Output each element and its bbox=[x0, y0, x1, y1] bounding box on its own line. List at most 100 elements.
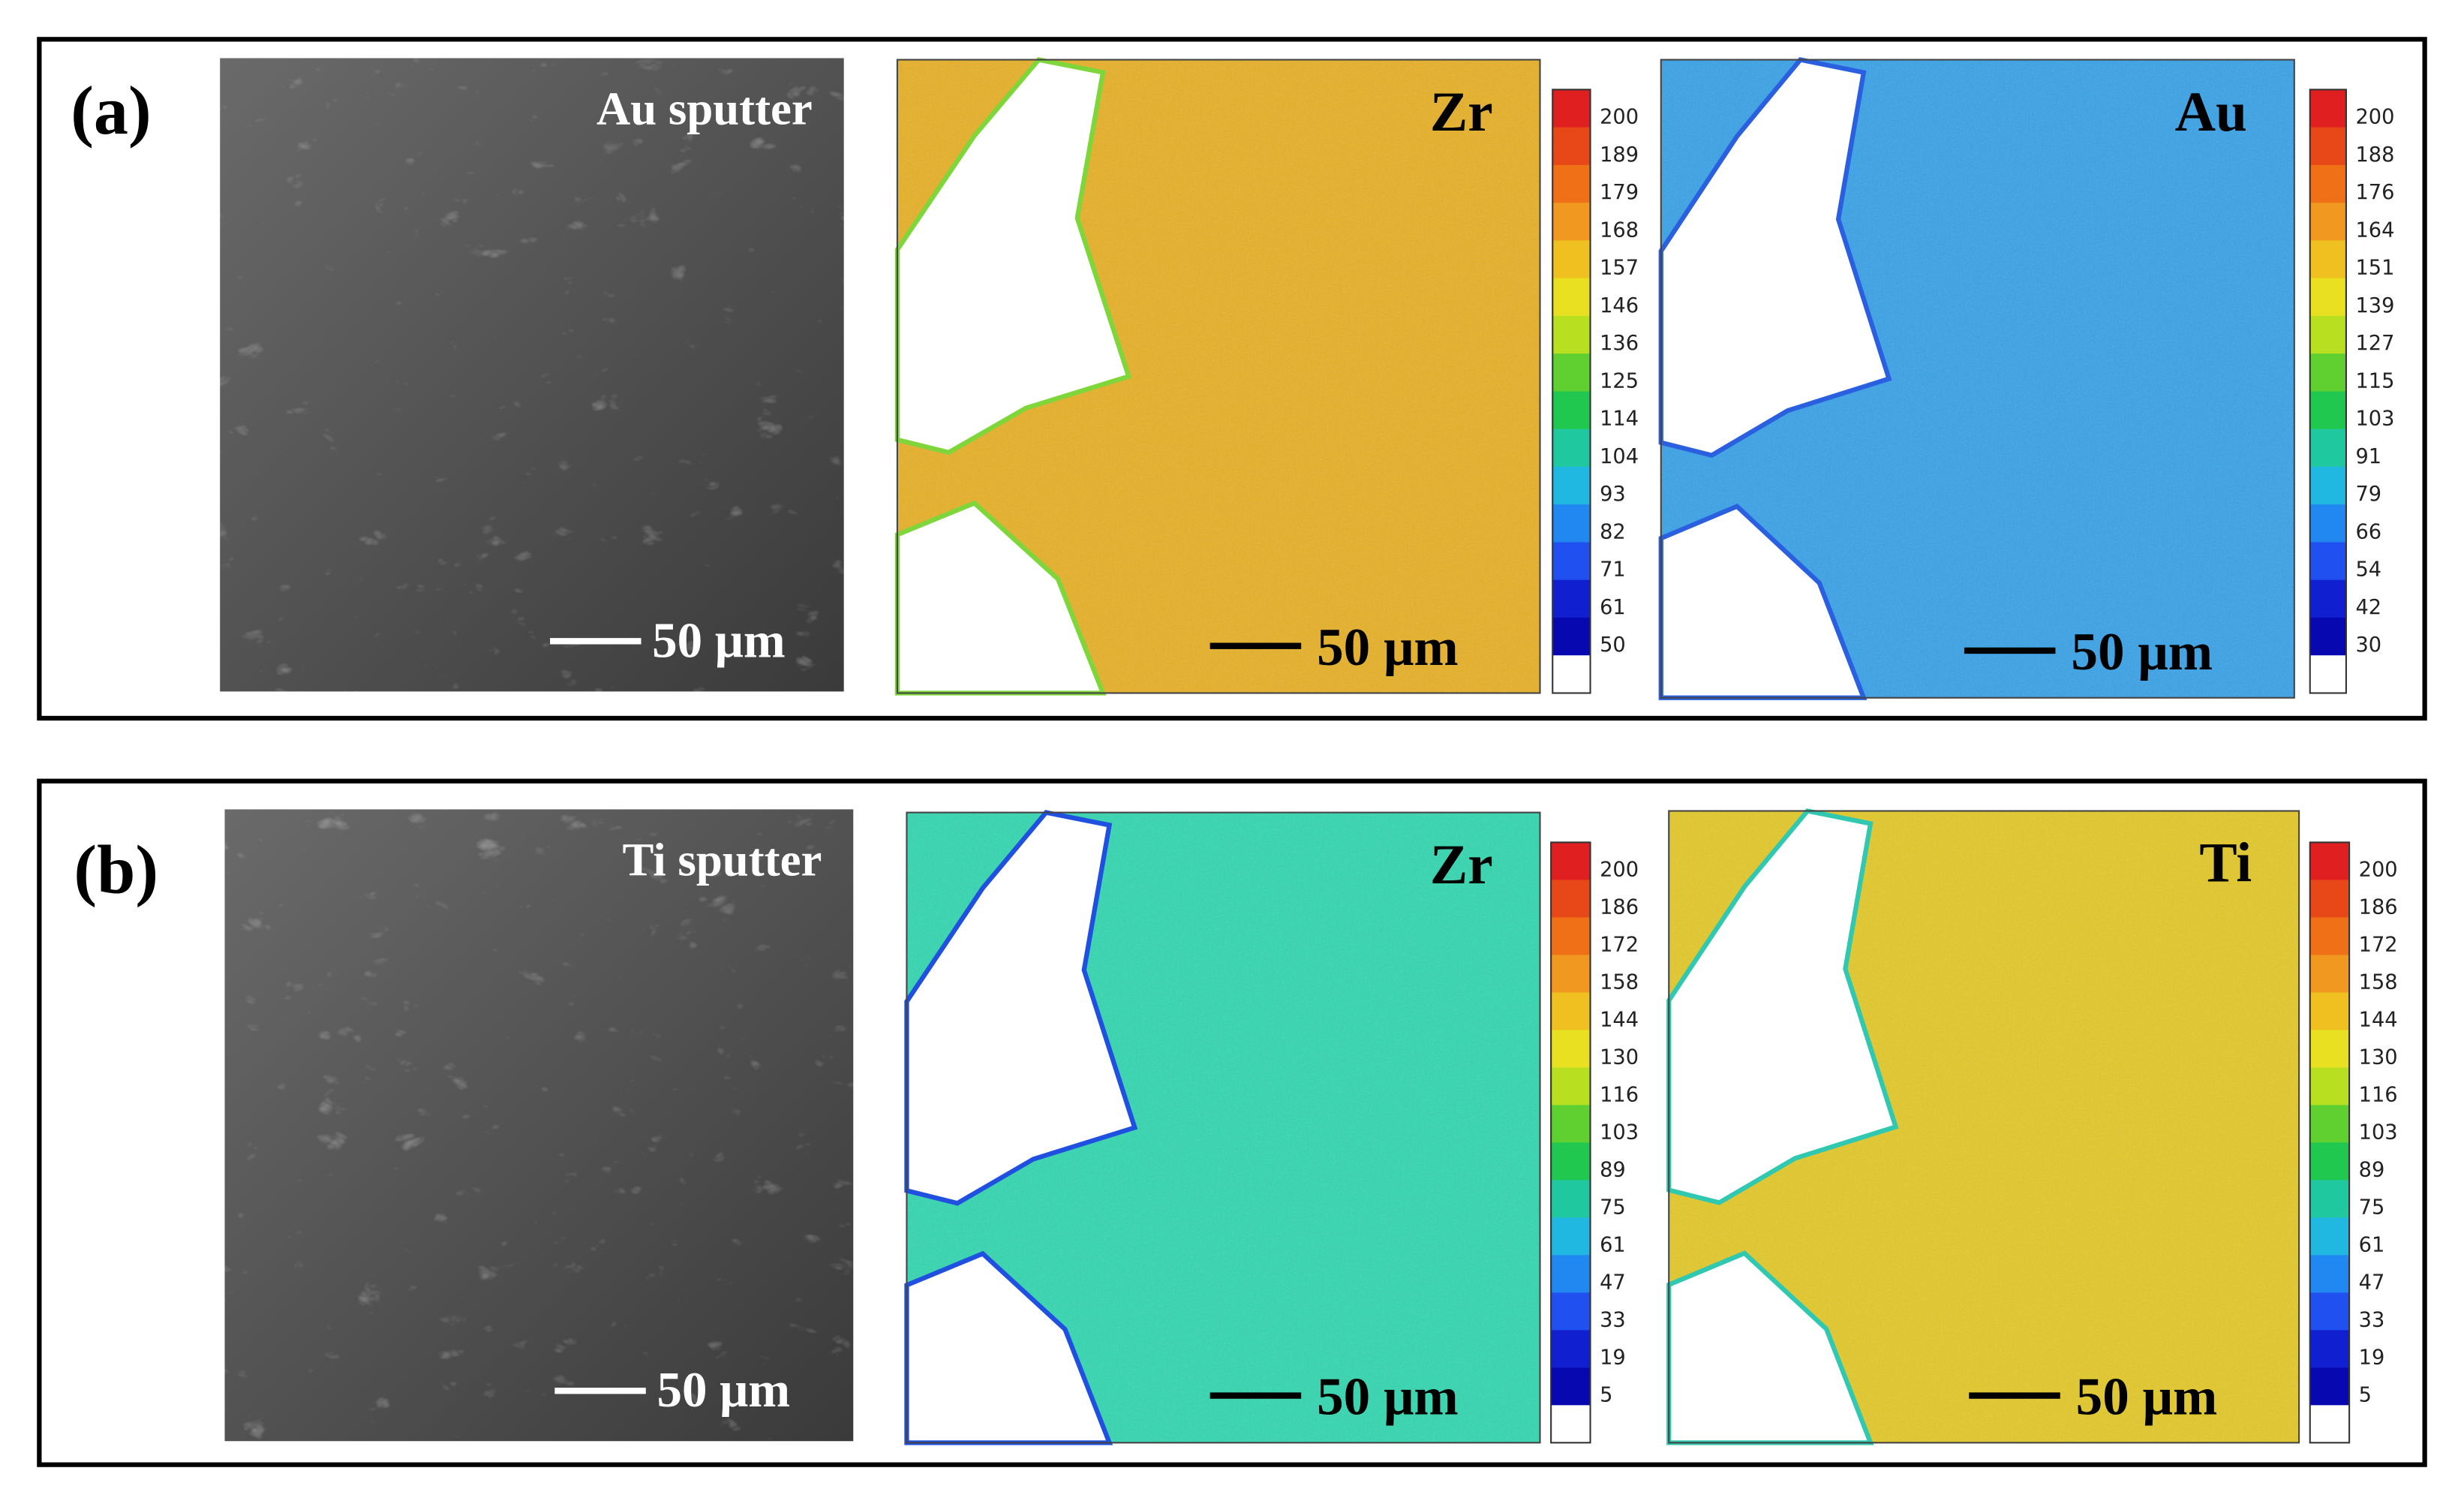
colorbar-segment bbox=[2309, 1330, 2350, 1368]
colorbar-segment bbox=[1552, 391, 1591, 430]
colorbar-frame bbox=[2309, 841, 2351, 1444]
colorbar-label: 75 bbox=[1600, 1196, 1626, 1219]
colorbar-segment bbox=[1552, 504, 1591, 543]
colorbar-label: 103 bbox=[2359, 1120, 2398, 1144]
colorbar-segment bbox=[1552, 429, 1591, 468]
colorbar-segment bbox=[1552, 278, 1591, 317]
map-frame bbox=[1668, 810, 2300, 1444]
colorbar-segment bbox=[2309, 89, 2346, 128]
colorbar-segment bbox=[2309, 617, 2346, 656]
colorbar-label: 5 bbox=[1600, 1383, 1612, 1406]
colorbar-label: 172 bbox=[2359, 933, 2398, 956]
colorbar-segment bbox=[2309, 1255, 2350, 1293]
colorbar-label: 33 bbox=[1600, 1308, 1626, 1331]
colorbar-label: 136 bbox=[1600, 332, 1639, 355]
colorbar-label: 30 bbox=[2355, 633, 2381, 657]
colorbar-label: 42 bbox=[2355, 596, 2381, 619]
colorbar-label: 130 bbox=[2359, 1045, 2398, 1069]
colorbar-segment bbox=[1551, 1030, 1591, 1069]
colorbar-label: 200 bbox=[2359, 858, 2398, 881]
colorbar-segment bbox=[1551, 1255, 1591, 1293]
colorbar-label: 54 bbox=[2355, 558, 2381, 582]
colorbar-segment bbox=[1551, 917, 1591, 956]
colorbar-label: 103 bbox=[1600, 1120, 1639, 1144]
colorbar-segment bbox=[1551, 1367, 1591, 1406]
colorbar-label: 125 bbox=[1600, 369, 1639, 393]
colorbar-segment bbox=[2309, 1180, 2350, 1218]
colorbar-label: 89 bbox=[1600, 1158, 1626, 1181]
scale-bar-label: 50 μm bbox=[1317, 618, 1459, 677]
colorbar-label: 75 bbox=[2359, 1196, 2385, 1219]
colorbar-segment bbox=[1552, 466, 1591, 505]
colorbar-label: 61 bbox=[1600, 1233, 1626, 1256]
colorbar-label: 114 bbox=[1600, 408, 1639, 431]
colorbar-segment bbox=[2309, 542, 2346, 581]
colorbar-segment bbox=[2309, 164, 2346, 203]
colorbar-segment bbox=[2309, 992, 2350, 1031]
colorbar-label: 200 bbox=[1600, 858, 1639, 881]
colorbar-segment bbox=[2309, 466, 2346, 505]
colorbar-label: 127 bbox=[2355, 332, 2394, 355]
colorbar-segment bbox=[2309, 1142, 2350, 1181]
colorbar-label: 188 bbox=[2355, 143, 2394, 167]
colorbar-segment bbox=[1551, 1105, 1591, 1143]
colorbar-segment bbox=[1551, 1405, 1591, 1443]
colorbar-label: 130 bbox=[1600, 1045, 1639, 1069]
colorbar-segment bbox=[1551, 1330, 1591, 1368]
colorbar-segment bbox=[2309, 917, 2350, 956]
colorbar-segment bbox=[2309, 391, 2346, 430]
element-label: Au bbox=[2175, 81, 2247, 143]
sem-texture bbox=[220, 58, 844, 692]
colorbar-segment bbox=[2309, 1105, 2350, 1143]
colorbar-label: 91 bbox=[2355, 445, 2381, 468]
colorbar-frame bbox=[1550, 841, 1591, 1444]
colorbar-label: 158 bbox=[1600, 970, 1639, 994]
colorbar-segment bbox=[2309, 353, 2346, 393]
panel-frame bbox=[37, 778, 2427, 1467]
colorbar-label: 47 bbox=[1600, 1271, 1626, 1294]
colorbar-segment bbox=[1552, 203, 1591, 242]
empty-region bbox=[1658, 57, 1892, 459]
panel-label: (a) bbox=[71, 72, 151, 149]
colorbar-segment bbox=[2309, 504, 2346, 543]
colorbar-label: 89 bbox=[2359, 1158, 2385, 1181]
sem-caption: Au sputter bbox=[596, 82, 813, 134]
scale-bar-label: 50 μm bbox=[657, 1362, 790, 1418]
colorbar-label: 176 bbox=[2355, 181, 2394, 204]
panel-label: (b) bbox=[74, 831, 158, 907]
colorbar-segment bbox=[1551, 1142, 1591, 1181]
colorbar-segment bbox=[1551, 1180, 1591, 1218]
element-label: Zr bbox=[1430, 81, 1493, 143]
colorbar-label: 189 bbox=[1600, 143, 1639, 167]
scale-bar-label: 50 μm bbox=[652, 612, 786, 668]
colorbar-segment bbox=[1551, 955, 1591, 994]
colorbar-segment bbox=[2309, 842, 2350, 881]
colorbar-segment bbox=[1551, 1292, 1591, 1331]
colorbar-label: 116 bbox=[1600, 1083, 1639, 1106]
panel-frame bbox=[37, 37, 2427, 721]
colorbar-label: 47 bbox=[2359, 1271, 2385, 1294]
colorbar-segment bbox=[2309, 955, 2350, 994]
colorbar-segment bbox=[1552, 164, 1591, 203]
colorbar-label: 139 bbox=[2355, 294, 2394, 317]
colorbar-segment bbox=[1552, 542, 1591, 581]
colorbar-segment bbox=[1552, 89, 1591, 128]
empty-region bbox=[1666, 808, 1899, 1205]
colorbar-label: 164 bbox=[2355, 218, 2394, 242]
colorbar-segment bbox=[2309, 315, 2346, 354]
map-frame bbox=[1660, 59, 2295, 699]
colorbar-segment bbox=[2309, 240, 2346, 279]
colorbar-segment bbox=[1552, 579, 1591, 618]
colorbar-label: 200 bbox=[1600, 106, 1639, 129]
sem-caption: Ti sputter bbox=[623, 833, 822, 886]
colorbar-segment bbox=[1551, 1067, 1591, 1106]
colorbar-segment bbox=[2309, 1217, 2350, 1256]
colorbar-segment bbox=[2309, 429, 2346, 468]
colorbar-label: 186 bbox=[2359, 895, 2398, 919]
colorbar-label: 61 bbox=[2359, 1233, 2385, 1256]
colorbar-segment bbox=[1551, 880, 1591, 919]
colorbar-segment bbox=[2309, 579, 2346, 618]
colorbar-segment bbox=[2309, 1067, 2350, 1106]
colorbar-segment bbox=[1552, 127, 1591, 166]
